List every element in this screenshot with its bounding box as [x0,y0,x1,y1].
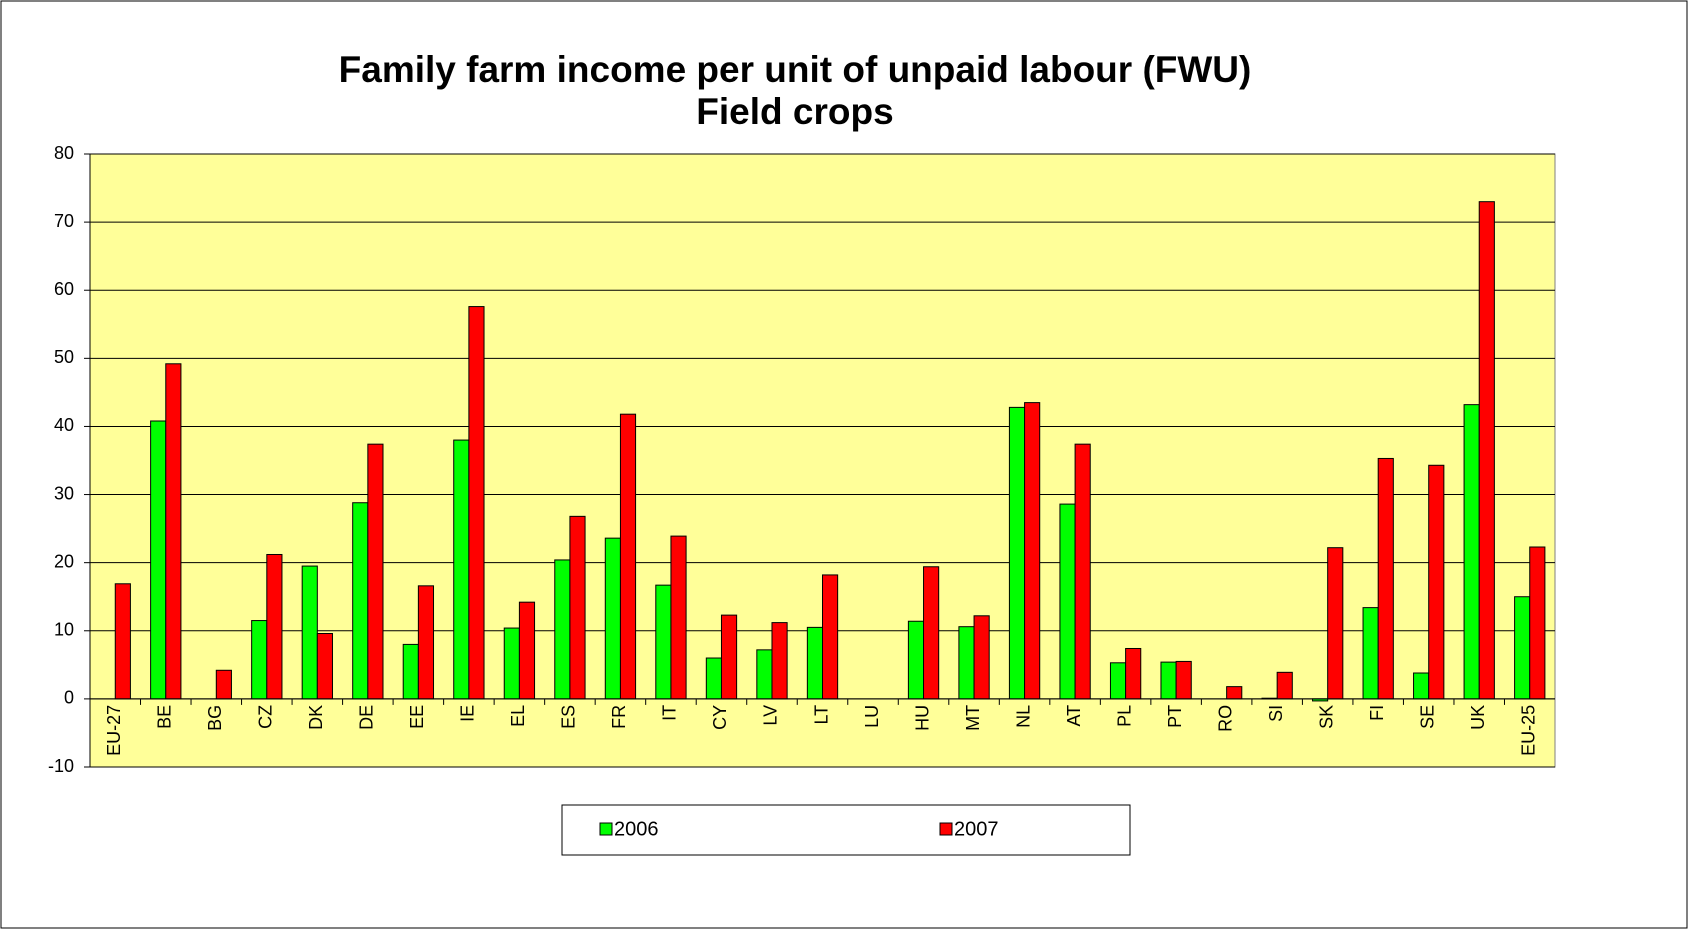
y-tick-label: 70 [54,211,74,231]
bar [619,413,637,700]
x-tick-label: UK [1468,705,1488,730]
x-tick-label: PT [1165,705,1185,728]
x-tick-label: SE [1417,705,1437,729]
bar [1024,402,1041,700]
y-tick-label: 30 [54,483,74,503]
x-tick-label: ES [559,705,579,729]
bar [114,583,131,700]
x-tick-label: SI [1266,705,1286,722]
x-tick-label: DK [306,705,326,730]
bar [907,620,925,700]
legend-swatch [599,822,613,836]
bar [1529,546,1546,700]
legend-swatch [939,822,953,836]
bar [1478,201,1495,700]
bar [604,537,621,700]
x-tick-label: DE [357,705,377,730]
bar [923,566,940,700]
y-tick-label: 40 [54,415,74,435]
bar [973,615,990,700]
bar [1109,662,1127,700]
legend-box [561,804,1131,856]
bar [165,363,182,700]
bar [554,559,571,700]
x-tick-label: SK [1316,705,1336,729]
x-tick-label: FR [609,705,629,729]
bar [1276,671,1293,700]
y-tick-label: -10 [48,756,74,776]
bar [655,584,672,700]
legend-label: 2006 [614,818,659,840]
bar [1413,672,1430,700]
y-tick-label: 50 [54,347,74,367]
bar [720,614,738,700]
bar [468,306,485,700]
x-tick-label: MT [963,705,983,731]
bar [1160,661,1177,700]
bar [301,565,318,700]
bar [518,601,536,700]
y-tick-label: 60 [54,279,74,299]
bar [569,515,586,700]
bar [756,649,773,700]
bar [1377,457,1394,700]
bar [1463,404,1480,700]
bar [402,643,419,700]
bar [251,620,268,700]
x-tick-label: LT [811,705,831,725]
y-tick-label: 80 [54,143,74,163]
chart-title: Family farm income per unit of unpaid la… [339,49,1252,90]
bar [503,627,520,700]
y-tick-label: 0 [64,688,74,708]
x-tick-label: EL [508,705,528,727]
bar [1226,686,1243,700]
bar [1074,443,1091,700]
bar [1514,596,1531,700]
x-tick-label: PL [1114,705,1134,727]
x-tick-label: LU [862,705,882,728]
bar [215,669,232,700]
bar [417,585,435,700]
x-tick-label: RO [1215,705,1235,732]
bar [1362,607,1379,700]
bar [705,657,722,700]
y-tick-label: 10 [54,620,74,640]
bar [150,420,167,700]
x-tick-label: EU-27 [104,705,124,756]
bar [806,626,824,700]
x-tick-label: CZ [256,705,276,729]
bar [1175,660,1192,700]
bar [1428,464,1445,700]
legend-label: 2007 [954,818,999,840]
x-tick-label: EU-25 [1518,705,1538,756]
x-tick-label: BG [205,705,225,731]
bar [367,443,384,700]
bar [1125,647,1142,700]
x-tick-label: LV [761,705,781,726]
bar [1327,547,1344,700]
bar [352,502,369,700]
x-tick-label: NL [1013,705,1033,728]
bar [822,574,839,700]
x-tick-label: IT [660,705,680,721]
x-tick-label: HU [912,705,932,731]
bar [316,633,333,700]
x-tick-label: IE [458,705,478,722]
bar [1008,406,1026,700]
x-tick-label: CY [710,705,730,730]
chart-subtitle: Field crops [696,91,893,132]
y-tick-label: 20 [54,551,74,571]
bar [453,439,470,700]
bar [670,535,687,700]
bar [958,626,975,700]
x-tick-label: FI [1367,705,1387,721]
bar [266,553,283,700]
x-tick-label: EE [407,705,427,729]
bar [771,622,788,700]
x-tick-label: BE [155,705,175,729]
bar [1059,503,1076,700]
x-tick-label: AT [1064,705,1084,727]
